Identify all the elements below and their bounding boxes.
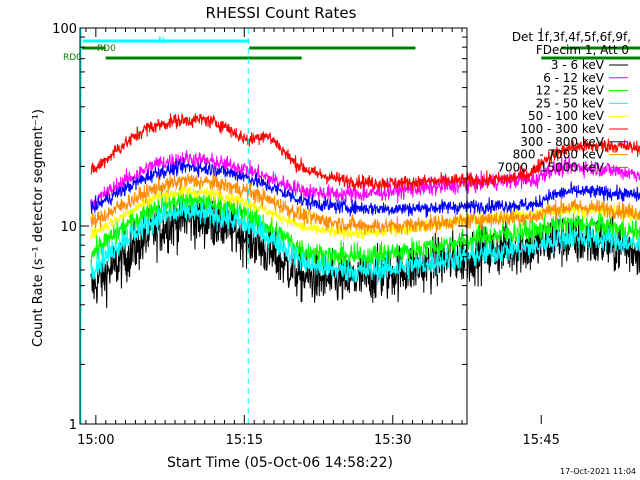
series-line bbox=[90, 157, 640, 218]
legend-entry-label: 6 - 12 keV bbox=[543, 71, 605, 85]
y-axis-label: Count Rate (s⁻¹ detector segment⁻¹) bbox=[31, 109, 46, 347]
series-line bbox=[90, 149, 640, 211]
x-tick-label: 15:30 bbox=[374, 433, 411, 448]
legend-header-line-1: Det 1f,3f,4f,5f,6f,9f, bbox=[512, 30, 631, 44]
series-line bbox=[90, 171, 640, 236]
legend-entry-label: 300 - 800 keV bbox=[520, 135, 604, 149]
x-tick-label: 15:00 bbox=[77, 433, 114, 448]
legend-header-line-2: FDecim 1, Att 0 bbox=[536, 43, 629, 57]
y-tick-label: 1 bbox=[69, 418, 77, 433]
y-tick-label: 100 bbox=[52, 22, 77, 37]
annotation-rd0-label: RD0 bbox=[97, 44, 116, 54]
x-tick-label: 15:15 bbox=[226, 433, 263, 448]
legend: Det 1f,3f,4f,5f,6f,9f, FDecim 1, Att 0 3… bbox=[497, 30, 631, 174]
legend-entry-label: 800 - 7000 keV bbox=[513, 148, 605, 162]
series-line bbox=[90, 197, 640, 286]
legend-entry-label: 12 - 25 keV bbox=[536, 84, 605, 98]
y-tick-label: 10 bbox=[60, 220, 77, 235]
axes: 15:0015:1515:3015:4516:0016:1516:3011010… bbox=[52, 22, 560, 448]
legend-entry-label: 7000 - 15000 keV bbox=[497, 160, 604, 174]
chart-title: RHESSI Count Rates bbox=[206, 4, 357, 22]
series-line bbox=[90, 113, 640, 192]
timestamp: 17-Oct-2021 11:04 bbox=[560, 467, 636, 476]
series-layer bbox=[90, 113, 640, 309]
annotation-rd0-label: RD0 bbox=[63, 53, 82, 63]
x-axis-label: Start Time (05-Oct-06 14:58:22) bbox=[167, 455, 393, 471]
legend-entry-label: 3 - 6 keV bbox=[551, 58, 605, 72]
legend-entry-label: 50 - 100 keV bbox=[528, 109, 605, 123]
legend-entry-label: 100 - 300 keV bbox=[520, 122, 604, 136]
annotation-n-label: N bbox=[158, 36, 165, 46]
annotation-bars: N RD0 RD0 bbox=[63, 36, 640, 63]
series-line bbox=[90, 184, 640, 241]
x-tick-label: 15:45 bbox=[522, 433, 559, 448]
legend-entry-label: 25 - 50 keV bbox=[536, 96, 605, 110]
